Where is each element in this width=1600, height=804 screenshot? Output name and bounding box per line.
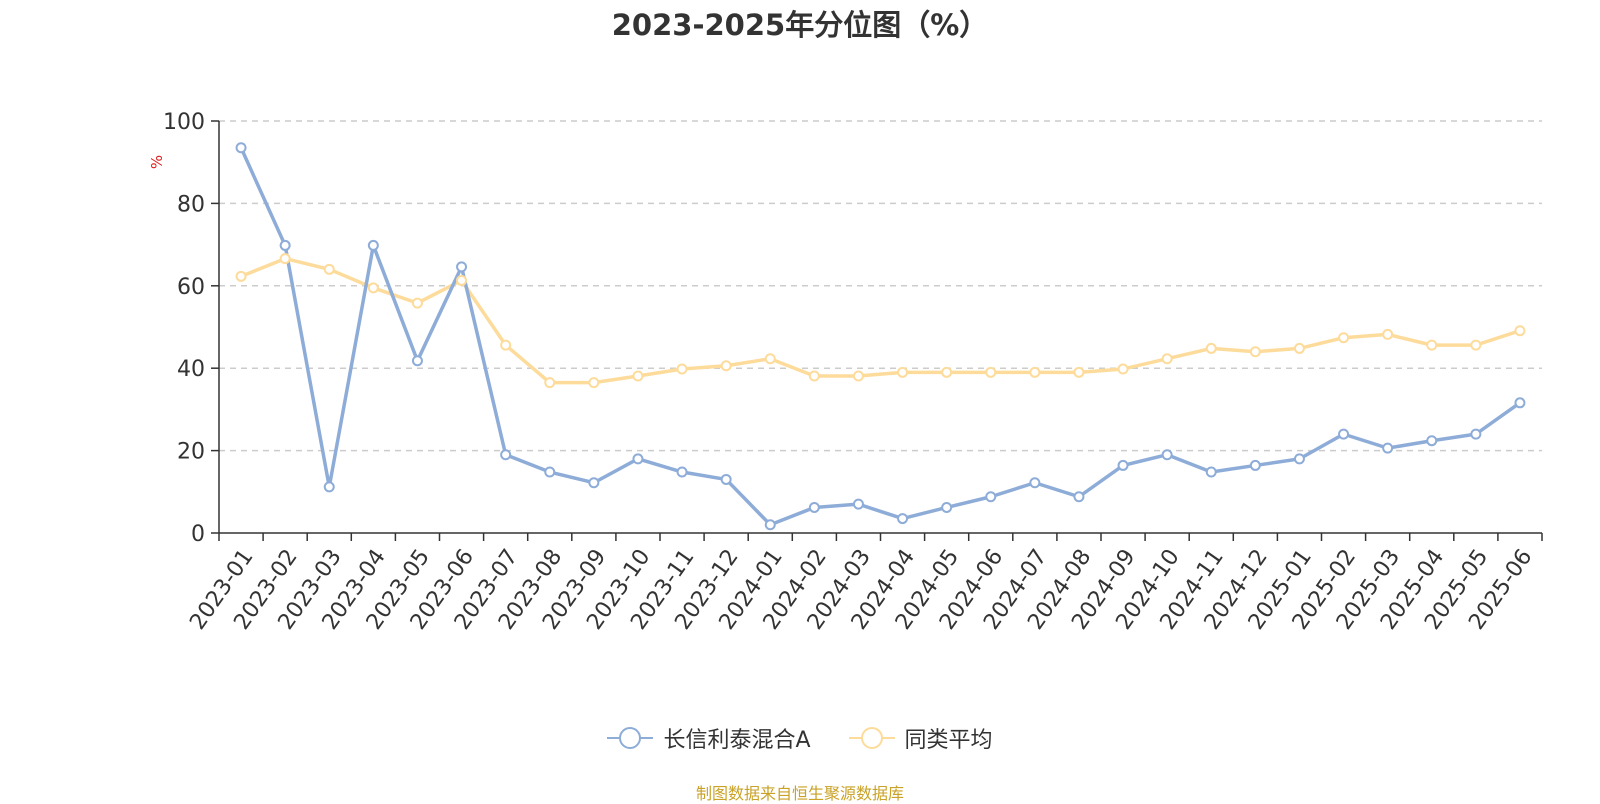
- data-point-series-1: [1249, 459, 1261, 471]
- y-tick-label: 0: [191, 522, 205, 547]
- data-point-series-2: [1029, 366, 1041, 378]
- data-point-series-2: [323, 263, 335, 275]
- data-source-footer: 制图数据来自恒生聚源数据库: [695, 784, 904, 803]
- data-point-series-2: [588, 377, 600, 389]
- data-point-series-1: [235, 142, 247, 154]
- legend: 长信利泰混合A 同类平均: [0, 722, 1600, 754]
- data-point-series-2: [1293, 342, 1305, 354]
- data-point-series-2: [941, 366, 953, 378]
- data-point-series-1: [411, 355, 423, 367]
- legend-label-series-1: 长信利泰混合A: [663, 728, 811, 753]
- data-point-series-2: [456, 274, 468, 286]
- data-point-series-1: [323, 481, 335, 493]
- data-point-series-2: [808, 370, 820, 382]
- data-point-series-2: [1249, 346, 1261, 358]
- series-line-2: [240, 256, 1521, 385]
- y-tick-label: 20: [177, 440, 205, 465]
- data-point-series-1: [676, 466, 688, 478]
- data-point-series-2: [852, 370, 864, 382]
- data-point-series-2: [1117, 363, 1129, 375]
- data-point-series-2: [500, 339, 512, 351]
- data-point-series-2: [676, 363, 688, 375]
- data-point-series-1: [1117, 459, 1129, 471]
- data-point-series-1: [1205, 466, 1217, 478]
- data-point-series-2: [1073, 366, 1085, 378]
- y-tick-label: 60: [177, 275, 205, 300]
- data-point-series-2: [720, 360, 732, 372]
- data-point-series-2: [1161, 353, 1173, 365]
- series-line-1: [239, 147, 1521, 527]
- legend-item-series-2[interactable]: 同类平均: [848, 722, 993, 754]
- data-point-series-1: [1073, 491, 1085, 503]
- data-point-series-1: [897, 513, 909, 525]
- data-point-series-2: [1338, 332, 1350, 344]
- data-point-series-1: [367, 239, 379, 251]
- data-point-series-1: [1426, 435, 1438, 447]
- data-point-series-2: [235, 270, 247, 282]
- data-point-series-1: [1470, 428, 1482, 440]
- data-point-series-1: [279, 239, 291, 251]
- data-point-series-2: [1426, 339, 1438, 351]
- data-point-series-1: [764, 519, 776, 531]
- data-point-series-2: [632, 370, 644, 382]
- data-point-series-1: [941, 501, 953, 513]
- data-point-series-1: [808, 501, 820, 513]
- data-point-series-1: [985, 491, 997, 503]
- data-point-series-2: [985, 366, 997, 378]
- data-point-series-1: [1338, 428, 1350, 440]
- y-axis-label: %: [148, 155, 166, 169]
- data-point-series-1: [456, 261, 468, 273]
- chart-title: 2023-2025年分位图（%）: [611, 8, 989, 42]
- y-tick-label: 100: [163, 110, 205, 135]
- data-point-series-1: [720, 473, 732, 485]
- data-point-series-1: [1514, 397, 1526, 409]
- data-point-series-2: [1470, 339, 1482, 351]
- data-point-series-2: [1205, 342, 1217, 354]
- data-point-series-1: [500, 449, 512, 461]
- data-point-series-1: [1293, 453, 1305, 465]
- legend-symbol-series-2: [848, 727, 895, 749]
- y-tick-label: 40: [177, 357, 205, 382]
- data-point-series-1: [544, 466, 556, 478]
- data-point-series-2: [764, 353, 776, 365]
- data-point-series-1: [632, 453, 644, 465]
- data-point-series-1: [852, 498, 864, 510]
- data-point-series-2: [367, 282, 379, 294]
- data-point-series-1: [1161, 449, 1173, 461]
- data-point-series-2: [1514, 325, 1526, 337]
- data-point-series-1: [1382, 442, 1394, 454]
- data-point-series-2: [411, 297, 423, 309]
- data-point-series-2: [544, 377, 556, 389]
- y-tick-label: 80: [177, 192, 205, 217]
- legend-label-series-2: 同类平均: [904, 728, 993, 753]
- data-point-series-2: [279, 253, 291, 265]
- data-point-series-2: [897, 366, 909, 378]
- legend-symbol-series-1: [607, 727, 654, 749]
- data-point-series-1: [588, 477, 600, 489]
- legend-item-series-1[interactable]: 长信利泰混合A: [607, 722, 811, 754]
- data-point-series-1: [1029, 477, 1041, 489]
- data-point-series-2: [1382, 328, 1394, 340]
